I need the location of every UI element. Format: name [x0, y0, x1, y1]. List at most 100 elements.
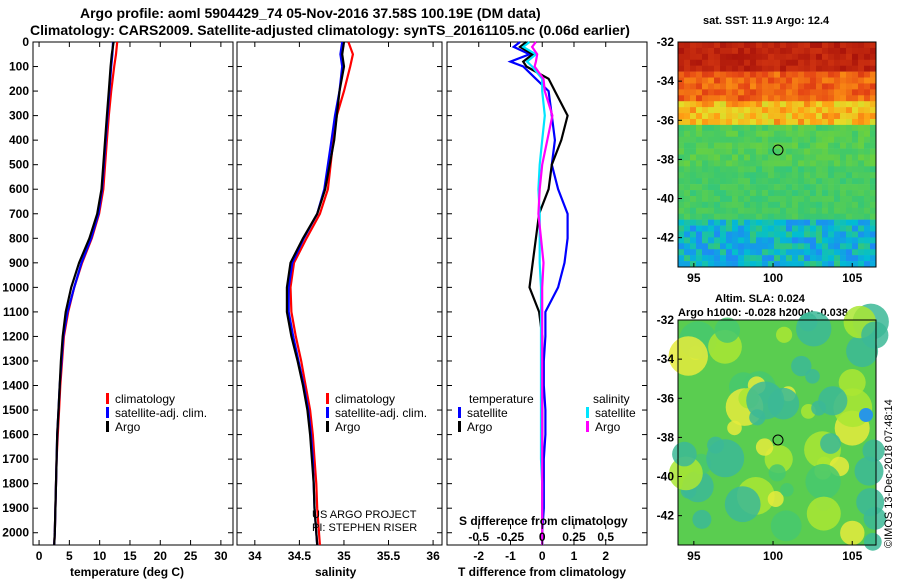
sst-cell: [708, 178, 715, 185]
sst-cell: [684, 77, 691, 84]
sst-cell: [708, 195, 715, 203]
sst-cell: [792, 190, 799, 197]
sst-cell: [702, 255, 709, 262]
sst-cell: [750, 261, 757, 268]
sst-cell: [864, 65, 871, 72]
sla-blob: [668, 336, 708, 376]
sst-cell: [714, 42, 721, 49]
sst-cell: [762, 154, 769, 161]
sst-cell: [846, 225, 853, 232]
difference-x-ticks: -2 -1 0 1 2: [473, 42, 609, 563]
sst-cell: [822, 178, 829, 185]
sst-cell: [828, 83, 835, 90]
sst-cell: [804, 95, 811, 102]
x-tick-label: 1: [571, 549, 578, 563]
sst-cell: [792, 136, 799, 143]
sst-cell: [858, 154, 865, 161]
sst-map-y-ticks: -32 -34 -36 -38 -40 -42: [657, 35, 682, 245]
sst-cell: [756, 213, 763, 220]
sst-cell: [798, 219, 805, 226]
sst-cell: [822, 201, 829, 209]
sst-cell: [858, 243, 865, 250]
temperature-xlabel: temperature (deg C): [70, 565, 184, 579]
sst-cell: [708, 107, 715, 114]
sst-cell: [726, 178, 733, 185]
sst-cell: [858, 59, 865, 66]
sst-cell: [732, 42, 739, 49]
sst-cell: [750, 65, 757, 72]
sst-cell: [774, 249, 781, 256]
sst-cell: [696, 107, 703, 114]
sst-cell: [762, 118, 769, 126]
sst-cell: [732, 184, 739, 191]
sst-cell: [870, 83, 877, 90]
sst-cell: [858, 231, 865, 238]
sla-argo-location-marker: [772, 434, 784, 446]
sst-cell: [822, 231, 829, 238]
sst-cell: [744, 237, 751, 244]
sst-cell: [720, 219, 727, 226]
sst-cell: [864, 71, 871, 78]
sst-cell: [786, 190, 793, 197]
sst-cell: [750, 184, 757, 191]
sst-cell: [840, 42, 847, 49]
sst-cell: [852, 225, 859, 232]
sst-cell: [678, 249, 685, 256]
sst-cell: [864, 178, 871, 185]
sst-cell: [786, 195, 793, 203]
sst-cell: [780, 65, 787, 72]
sst-cell: [738, 249, 745, 256]
sst-cell: [846, 53, 853, 61]
sal-legend-label-argo: Argo: [335, 420, 361, 434]
sst-cell: [786, 53, 793, 61]
sst-cell: [750, 113, 757, 120]
x-tick-label: 2: [602, 549, 609, 563]
difference-axes-frame: [446, 41, 648, 546]
difference-salinity-xlabel: S difference from climatology: [459, 514, 628, 528]
sst-cell: [828, 225, 835, 232]
sst-cell: [696, 148, 703, 155]
sst-cell: [774, 101, 781, 108]
sst-cell: [852, 190, 859, 197]
sst-cell: [810, 184, 817, 191]
sst-cell: [774, 130, 781, 138]
sst-cell: [684, 130, 691, 138]
sst-cell: [786, 249, 793, 256]
sst-cell: [810, 83, 817, 90]
sst-cell: [732, 53, 739, 61]
sst-cell: [846, 107, 853, 114]
map-y-tick-label: -32: [657, 313, 675, 327]
sst-cell: [750, 201, 757, 209]
sst-cell: [828, 172, 835, 179]
sst-cell: [762, 59, 769, 66]
sst-cell: [774, 89, 781, 96]
sst-cell: [780, 213, 787, 220]
sst-cell: [684, 47, 691, 55]
sst-cell: [744, 142, 751, 149]
sst-cell: [780, 47, 787, 55]
sst-cell: [750, 190, 757, 197]
sst-cell: [828, 255, 835, 262]
sst-cell: [720, 243, 727, 250]
sst-argo-location-marker: [772, 144, 784, 156]
sst-cell: [726, 130, 733, 138]
sst-cell: [726, 107, 733, 114]
sst-cell: [864, 219, 871, 226]
sst-cell: [732, 255, 739, 262]
map-x-tick-label: 100: [763, 549, 783, 563]
sst-cell: [720, 249, 727, 256]
sst-cell: [726, 65, 733, 72]
sst-cell: [798, 213, 805, 220]
y-tick-label: 300: [9, 109, 29, 123]
sst-cell: [822, 42, 829, 49]
y-tick-label: 1900: [2, 501, 29, 515]
sst-cell: [852, 219, 859, 226]
sst-cell: [756, 190, 763, 197]
sst-cell: [678, 207, 685, 215]
sst-cell: [804, 184, 811, 191]
sst-cell: [870, 172, 877, 179]
sst-cell: [768, 130, 775, 138]
sst-cell: [870, 89, 877, 96]
series-line-argo: [53, 41, 115, 546]
sst-cell: [786, 113, 793, 120]
